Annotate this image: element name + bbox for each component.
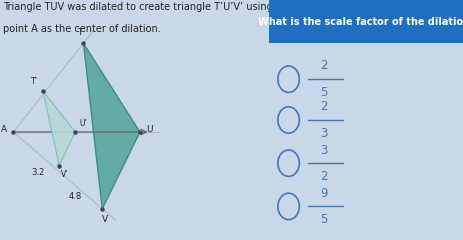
Text: point A as the center of dilation.: point A as the center of dilation. (3, 24, 160, 34)
Text: A: A (0, 125, 6, 134)
Text: 2: 2 (319, 60, 327, 72)
Polygon shape (83, 43, 140, 209)
Text: T: T (76, 28, 82, 37)
Text: U: U (146, 125, 153, 134)
Text: 3: 3 (319, 127, 327, 140)
FancyBboxPatch shape (269, 0, 463, 43)
Text: 3.2: 3.2 (31, 168, 44, 177)
Text: T’: T’ (31, 77, 38, 86)
Text: 2: 2 (319, 100, 327, 113)
Text: V: V (102, 215, 108, 224)
Text: 5: 5 (319, 213, 327, 226)
Polygon shape (43, 91, 75, 166)
Text: 2: 2 (319, 170, 327, 183)
Text: U’: U’ (79, 119, 87, 128)
Text: 9: 9 (319, 187, 327, 200)
Text: Triangle TUV was dilated to create triangle T’U’V’ using: Triangle TUV was dilated to create trian… (3, 2, 272, 12)
Text: 5: 5 (319, 86, 327, 99)
Text: V’: V’ (60, 170, 68, 180)
Text: 3: 3 (319, 144, 327, 156)
Text: What is the scale factor of the dilation?: What is the scale factor of the dilation… (257, 17, 463, 27)
Text: 4.8: 4.8 (69, 192, 82, 201)
